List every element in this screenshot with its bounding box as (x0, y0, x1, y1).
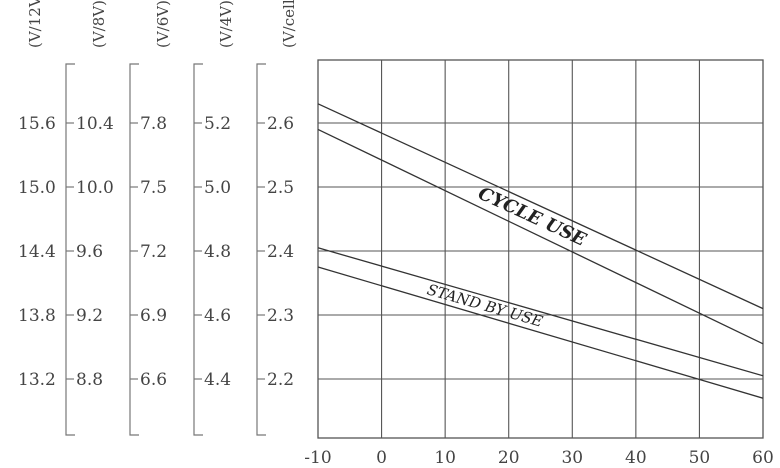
y-tick-label: 10.4 (76, 114, 114, 134)
x-tick-label: 20 (498, 448, 520, 468)
band-lower-line (317, 128, 764, 345)
y-tick-label: 15.6 (18, 114, 56, 134)
x-tick-label: 30 (561, 448, 583, 468)
axis-unit-label: (V/8V) (90, 0, 108, 48)
y-tick-label: 14.4 (18, 242, 56, 262)
y-tick-label: 13.8 (18, 306, 56, 326)
x-tick-label: 0 (376, 448, 387, 468)
axis-unit-label: (V/cell) (280, 0, 298, 48)
voltage-axes: (V/12V) 15.6 15.0 14.4 13.8 13.2 (V/8V) 10.4 10.… (18, 0, 298, 390)
axis-bracket (193, 63, 203, 436)
temperature-axis: -10 0 10 20 30 40 50 60 (304, 448, 774, 468)
y-tick-label: 9.2 (76, 306, 103, 326)
y-tick-label: 2.3 (267, 306, 294, 326)
y-tick-label: 15.0 (18, 178, 56, 198)
x-tick-label: -10 (304, 448, 331, 468)
band-label: STAND BY USE (425, 280, 545, 330)
y-tick-label: 9.6 (76, 242, 103, 262)
axis-brackets (65, 63, 266, 436)
y-tick-label: 8.8 (76, 370, 103, 390)
axis-unit-label: (V/4V) (217, 0, 235, 48)
y-tick-label: 2.2 (267, 370, 294, 390)
axis-bracket (129, 63, 139, 436)
y-tick-label: 10.0 (76, 178, 114, 198)
x-tick-label: 60 (752, 448, 774, 468)
y-tick-label: 2.6 (267, 114, 294, 134)
axis-unit-label: (V/12V) (26, 0, 44, 48)
y-tick-label: 4.8 (204, 242, 231, 262)
plot-grid (317, 59, 764, 439)
x-tick-label: 40 (625, 448, 647, 468)
band-upper-line (317, 103, 764, 310)
y-tick-label: 2.4 (267, 242, 294, 262)
band-upper-line (317, 247, 764, 377)
y-tick-label: 4.6 (204, 306, 231, 326)
y-tick-label: 13.2 (18, 370, 56, 390)
x-tick-label: 50 (689, 448, 711, 468)
y-tick-label: 7.2 (140, 242, 167, 262)
y-tick-label: 7.8 (140, 114, 167, 134)
axis-unit-label: (V/6V) (154, 0, 172, 48)
y-tick-label: 6.9 (140, 306, 167, 326)
y-tick-label: 2.5 (267, 178, 294, 198)
band-lower-line (317, 266, 764, 399)
y-tick-label: 5.0 (204, 178, 231, 198)
y-tick-label: 4.4 (204, 370, 231, 390)
plot-frame (317, 59, 764, 439)
axis-bracket (256, 63, 266, 436)
y-tick-label: 6.6 (140, 370, 167, 390)
x-tick-label: 10 (434, 448, 456, 468)
axis-bracket (65, 63, 75, 436)
y-tick-label: 5.2 (204, 114, 231, 134)
y-tick-label: 7.5 (140, 178, 167, 198)
